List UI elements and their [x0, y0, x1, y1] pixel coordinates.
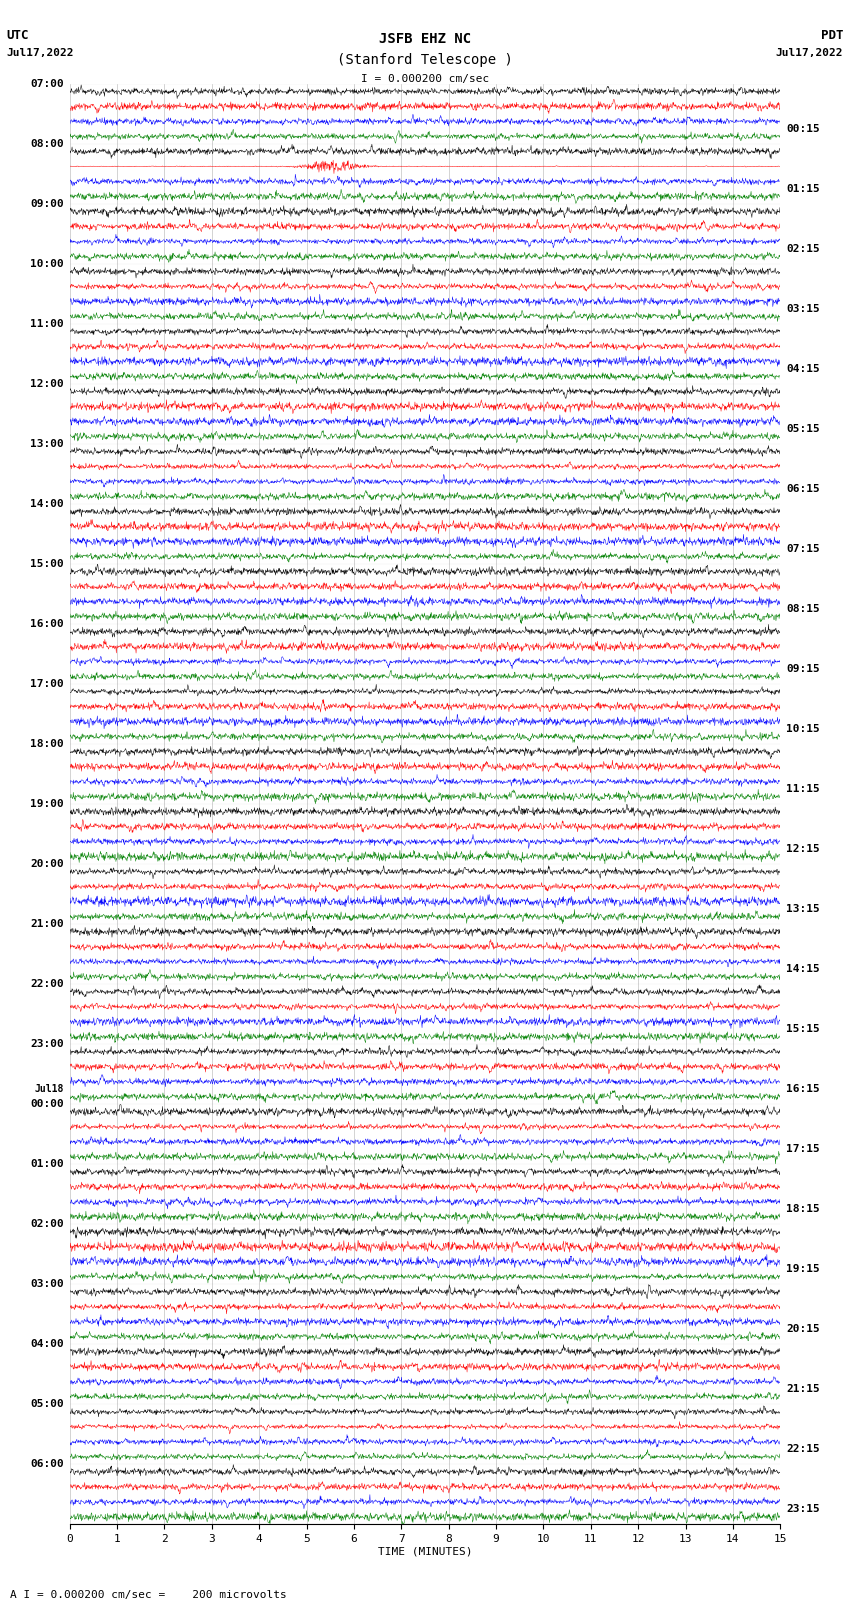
Text: I = 0.000200 cm/sec: I = 0.000200 cm/sec	[361, 74, 489, 84]
Text: Jul18: Jul18	[35, 1084, 64, 1094]
Text: PDT: PDT	[821, 29, 843, 42]
Text: 17:00: 17:00	[31, 679, 64, 689]
Text: A I = 0.000200 cm/sec =    200 microvolts: A I = 0.000200 cm/sec = 200 microvolts	[10, 1590, 287, 1600]
Text: 20:00: 20:00	[31, 860, 64, 869]
Text: 22:15: 22:15	[786, 1444, 819, 1455]
X-axis label: TIME (MINUTES): TIME (MINUTES)	[377, 1547, 473, 1557]
Text: 00:00: 00:00	[31, 1098, 64, 1110]
Text: 14:15: 14:15	[786, 965, 819, 974]
Text: 01:00: 01:00	[31, 1160, 64, 1169]
Text: 05:00: 05:00	[31, 1398, 64, 1410]
Text: 10:15: 10:15	[786, 724, 819, 734]
Text: (Stanford Telescope ): (Stanford Telescope )	[337, 53, 513, 68]
Text: 11:15: 11:15	[786, 784, 819, 794]
Text: 06:00: 06:00	[31, 1460, 64, 1469]
Text: 03:15: 03:15	[786, 303, 819, 315]
Text: 18:00: 18:00	[31, 739, 64, 748]
Text: 12:15: 12:15	[786, 844, 819, 855]
Text: 06:15: 06:15	[786, 484, 819, 494]
Text: 21:15: 21:15	[786, 1384, 819, 1394]
Text: 07:00: 07:00	[31, 79, 64, 89]
Text: 08:15: 08:15	[786, 603, 819, 615]
Text: Jul17,2022: Jul17,2022	[776, 48, 843, 58]
Text: 13:00: 13:00	[31, 439, 64, 448]
Text: JSFB EHZ NC: JSFB EHZ NC	[379, 32, 471, 47]
Text: 15:00: 15:00	[31, 560, 64, 569]
Text: 09:15: 09:15	[786, 665, 819, 674]
Text: 23:00: 23:00	[31, 1039, 64, 1048]
Text: 17:15: 17:15	[786, 1144, 819, 1155]
Text: 05:15: 05:15	[786, 424, 819, 434]
Text: 04:15: 04:15	[786, 365, 819, 374]
Text: 22:00: 22:00	[31, 979, 64, 989]
Text: 13:15: 13:15	[786, 905, 819, 915]
Text: 16:00: 16:00	[31, 619, 64, 629]
Text: 19:15: 19:15	[786, 1265, 819, 1274]
Text: 04:00: 04:00	[31, 1339, 64, 1348]
Text: 09:00: 09:00	[31, 198, 64, 210]
Text: UTC: UTC	[7, 29, 29, 42]
Text: 12:00: 12:00	[31, 379, 64, 389]
Text: 18:15: 18:15	[786, 1205, 819, 1215]
Text: 11:00: 11:00	[31, 319, 64, 329]
Text: 21:00: 21:00	[31, 919, 64, 929]
Text: 03:00: 03:00	[31, 1279, 64, 1289]
Text: 01:15: 01:15	[786, 184, 819, 194]
Text: 23:15: 23:15	[786, 1505, 819, 1515]
Text: 16:15: 16:15	[786, 1084, 819, 1094]
Text: 08:00: 08:00	[31, 139, 64, 148]
Text: 14:00: 14:00	[31, 498, 64, 510]
Text: 20:15: 20:15	[786, 1324, 819, 1334]
Text: 02:15: 02:15	[786, 244, 819, 253]
Text: 10:00: 10:00	[31, 260, 64, 269]
Text: Jul17,2022: Jul17,2022	[7, 48, 74, 58]
Text: 02:00: 02:00	[31, 1219, 64, 1229]
Text: 15:15: 15:15	[786, 1024, 819, 1034]
Text: 07:15: 07:15	[786, 544, 819, 553]
Text: 00:15: 00:15	[786, 124, 819, 134]
Text: 19:00: 19:00	[31, 798, 64, 810]
